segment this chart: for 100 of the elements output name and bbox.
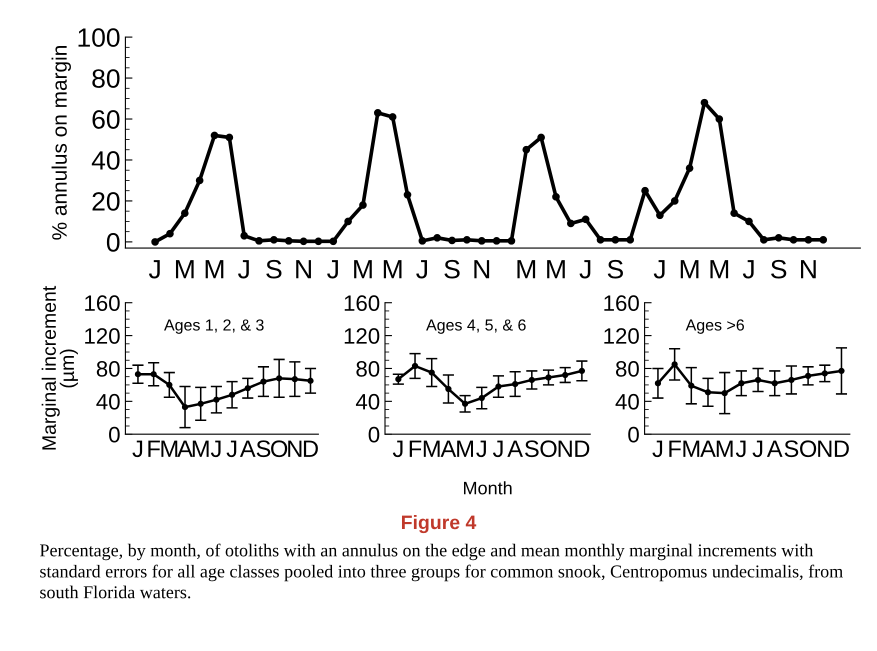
y-tick-label: 60 — [92, 110, 120, 129]
x-tick-label: M — [424, 440, 440, 457]
y-tick-label: 120 — [344, 328, 380, 344]
x-tick-label: M — [457, 440, 473, 457]
x-tick-label: M — [517, 260, 536, 278]
x-tick-label: S — [608, 260, 623, 279]
point — [329, 237, 338, 246]
x-tick-label: M — [384, 260, 402, 278]
point — [670, 197, 679, 205]
x-tick-label: D — [304, 440, 318, 457]
x-tick-label: N — [288, 440, 302, 457]
point — [612, 236, 620, 244]
y-tick-label: 80 — [92, 69, 120, 88]
point — [284, 237, 293, 245]
y-tick-label: 0 — [106, 233, 120, 252]
x-tick-label: N — [818, 440, 832, 457]
x-tick-label: A — [440, 440, 456, 457]
x-tick-label: F — [410, 440, 422, 457]
point — [314, 237, 322, 246]
x-tick-label: O — [271, 440, 288, 458]
point — [730, 209, 738, 218]
point — [240, 232, 248, 240]
y-tick-label: 40 — [96, 394, 120, 410]
point — [760, 236, 768, 244]
x-tick-label: S — [525, 440, 539, 458]
x-tick-label: J — [654, 260, 665, 279]
point — [196, 176, 204, 184]
point — [270, 236, 278, 244]
point — [478, 237, 486, 245]
x-tick-label: D — [834, 440, 849, 457]
x-tick-label: J — [476, 440, 486, 458]
x-tick-label: O — [800, 440, 816, 458]
point — [166, 230, 174, 238]
point — [418, 237, 426, 245]
x-tick-label: J — [392, 440, 402, 458]
x-tick-label: A — [177, 440, 193, 457]
point — [404, 190, 412, 199]
x-tick-label: M — [354, 260, 372, 278]
point — [790, 236, 798, 244]
x-tick-label: M — [710, 260, 728, 278]
point — [552, 193, 560, 201]
x-tick-label: O — [540, 440, 557, 458]
x-tick-label: J — [327, 260, 338, 279]
x-tick-label: M — [161, 440, 178, 457]
point — [686, 164, 694, 172]
x-tick-label: M — [206, 260, 224, 278]
x-tick-label: A — [507, 440, 523, 457]
y-tick-label: 40 — [356, 394, 380, 410]
x-tick-label: A — [240, 440, 256, 457]
y-tick-label: 100 — [78, 28, 120, 47]
point — [226, 134, 234, 142]
x-tick-label: N — [558, 440, 572, 457]
point — [433, 234, 442, 242]
y-tick-label: 0 — [368, 426, 380, 442]
x-tick-label: J — [492, 440, 503, 458]
point — [745, 218, 753, 226]
x-axis-title: Month — [464, 481, 512, 494]
x-tick-label: N — [801, 260, 816, 278]
point — [255, 237, 263, 245]
text: Percentage, by month, of otoliths with an annulus on the edge and mean monthly marginal increments with standard errors for all age classes pooled into three groups for common snook, Centropomus undecimalis, from south Florida waters. — [40, 544, 843, 598]
point — [359, 201, 367, 209]
point — [596, 236, 604, 244]
caption: Figure 4 — [402, 514, 476, 534]
x-tick-label: S — [771, 260, 786, 279]
x-tick-label: J — [652, 440, 662, 458]
point — [448, 236, 456, 244]
x-tick-label: J — [238, 260, 249, 279]
y-tick-label: 80 — [616, 361, 639, 377]
x-tick-label: J — [579, 260, 590, 279]
point — [774, 234, 782, 242]
point — [344, 218, 352, 226]
x-tick-label: N — [296, 260, 311, 278]
x-tick-label: J — [416, 260, 427, 279]
x-tick-label: A — [700, 440, 716, 457]
x-tick-label: J — [210, 440, 221, 458]
point — [715, 115, 724, 123]
point — [300, 237, 308, 246]
point — [626, 236, 634, 244]
x-tick-label: J — [742, 260, 754, 279]
point — [537, 134, 545, 142]
y-tick-label: 80 — [356, 361, 380, 377]
point — [388, 113, 396, 121]
y-tick-label: 160 — [604, 295, 639, 311]
y-tick-label: 120 — [604, 328, 639, 344]
x-tick-label: J — [132, 440, 142, 458]
y-tick-label: 120 — [85, 328, 120, 344]
annotation: Ages >6 — [686, 319, 744, 334]
x-tick-label: N — [474, 260, 490, 278]
x-tick-label: S — [266, 260, 282, 279]
point — [582, 216, 590, 224]
annotation: Ages 1, 2, & 3 — [164, 319, 264, 334]
point — [374, 109, 382, 117]
point — [210, 132, 218, 140]
x-tick-label: S — [784, 440, 798, 458]
point — [522, 146, 530, 154]
point — [508, 237, 516, 245]
x-tick-label: M — [192, 440, 209, 457]
y-axis-title: % annulus on margin — [52, 46, 71, 240]
point — [700, 98, 708, 106]
x-tick-label: S — [444, 260, 460, 279]
